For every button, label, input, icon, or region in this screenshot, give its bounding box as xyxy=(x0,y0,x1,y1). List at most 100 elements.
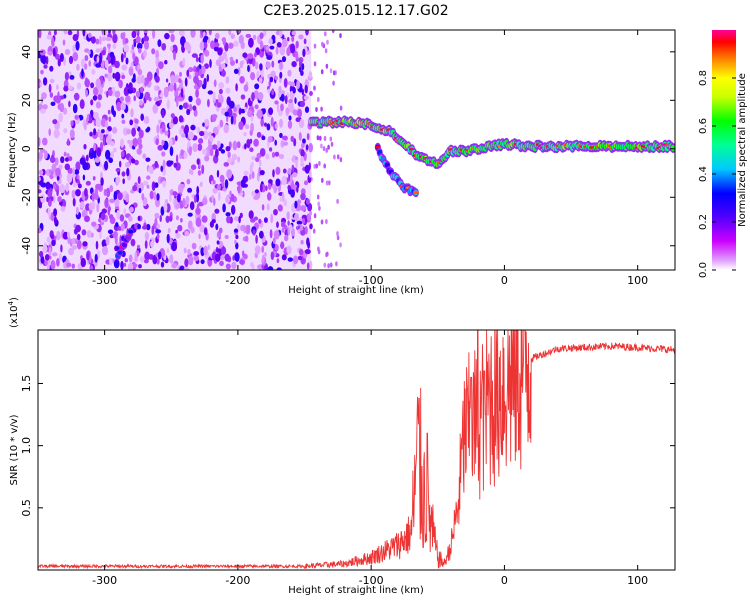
noise-blob xyxy=(279,118,283,128)
noise-blob xyxy=(258,159,262,167)
snr-xtick-label: -100 xyxy=(359,574,384,587)
noise-blob xyxy=(305,144,309,151)
noise-blob xyxy=(290,43,296,54)
noise-blob xyxy=(213,197,216,206)
noise-blob xyxy=(141,193,145,201)
noise-blob xyxy=(137,137,142,146)
snr-scale-label: (x104) xyxy=(7,297,20,328)
noise-blob xyxy=(248,37,254,48)
noise-blob xyxy=(115,176,121,184)
noise-blob xyxy=(140,74,145,84)
noise-blob xyxy=(297,108,302,118)
noise-blob xyxy=(169,193,172,202)
noise-blob xyxy=(284,234,289,242)
noise-blob xyxy=(63,30,68,35)
noise-blob xyxy=(301,63,305,71)
noise-blob xyxy=(256,109,263,119)
noise-blob xyxy=(160,206,165,216)
spectrogram-xtick-label: 0 xyxy=(501,274,508,287)
noise-blob xyxy=(81,229,87,236)
noise-blob xyxy=(339,157,343,163)
noise-blob xyxy=(40,182,47,188)
noise-blob xyxy=(176,97,179,108)
chart-title: C2E3.2025.015.12.17.G02 xyxy=(263,3,448,19)
noise-blob xyxy=(157,251,162,260)
noise-blob xyxy=(160,261,165,268)
noise-blob xyxy=(123,44,130,53)
noise-blob xyxy=(200,65,206,75)
noise-blob xyxy=(144,259,149,264)
noise-blob xyxy=(56,175,60,181)
noise-blob xyxy=(93,86,99,96)
noise-blob xyxy=(196,158,200,165)
noise-blob xyxy=(41,54,47,65)
noise-blob xyxy=(287,257,293,262)
noise-blob xyxy=(106,43,111,48)
noise-blob xyxy=(162,159,166,170)
noise-blob xyxy=(259,63,263,71)
noise-blob xyxy=(291,61,297,68)
noise-blob xyxy=(204,41,208,49)
noise-blob xyxy=(236,181,243,186)
noise-blob xyxy=(109,198,115,204)
noise-blob xyxy=(251,171,255,179)
noise-blob xyxy=(220,143,224,149)
noise-blob xyxy=(329,68,333,74)
noise-blob xyxy=(259,32,264,39)
noise-blob xyxy=(112,231,118,239)
snr-series-line xyxy=(38,330,675,570)
noise-blob xyxy=(188,131,194,140)
noise-blob xyxy=(204,49,210,57)
noise-blob xyxy=(64,72,69,81)
noise-blob xyxy=(161,124,166,133)
snr-ytick-label: 1.5 xyxy=(20,375,33,393)
noise-blob xyxy=(75,238,78,245)
noise-blob xyxy=(144,40,149,50)
noise-blob xyxy=(125,193,129,203)
noise-blob xyxy=(233,116,237,125)
noise-blob xyxy=(130,108,134,118)
noise-blob xyxy=(127,139,131,144)
noise-blob xyxy=(313,85,316,91)
noise-blob xyxy=(55,167,61,177)
noise-blob xyxy=(212,180,216,185)
noise-blob xyxy=(105,135,112,145)
noise-blob xyxy=(286,245,292,255)
noise-blob xyxy=(164,32,170,40)
noise-blob xyxy=(152,104,158,114)
noise-blob xyxy=(183,151,188,159)
noise-blob xyxy=(319,135,322,141)
noise-blob xyxy=(157,144,164,151)
noise-blob xyxy=(209,59,212,68)
noise-blob xyxy=(73,92,80,101)
noise-blob xyxy=(198,79,203,87)
noise-blob xyxy=(93,119,97,127)
noise-blob xyxy=(190,164,197,170)
noise-blob xyxy=(120,53,124,63)
noise-blob xyxy=(149,190,154,200)
noise-blob xyxy=(133,95,136,102)
noise-blob xyxy=(195,217,202,228)
noise-blob xyxy=(229,190,232,196)
noise-blob xyxy=(328,180,331,186)
colorbar-tick-label: 0.0 xyxy=(698,262,709,278)
noise-blob xyxy=(325,63,329,69)
noise-blob xyxy=(38,169,44,176)
noise-blob xyxy=(79,157,86,165)
noise-blob xyxy=(86,230,92,238)
noise-blob xyxy=(104,198,109,208)
noise-blob xyxy=(112,33,118,44)
noise-blob xyxy=(132,52,136,61)
noise-blob xyxy=(304,164,310,174)
noise-blob xyxy=(274,139,278,146)
noise-blob xyxy=(286,211,290,221)
noise-blob xyxy=(153,96,160,102)
noise-blob xyxy=(188,103,193,112)
noise-blob xyxy=(81,68,84,78)
noise-blob xyxy=(180,88,184,98)
noise-blob xyxy=(180,184,186,189)
noise-blob xyxy=(97,93,103,101)
noise-blob xyxy=(62,107,68,115)
noise-blob xyxy=(211,219,216,224)
noise-blob xyxy=(236,104,241,109)
